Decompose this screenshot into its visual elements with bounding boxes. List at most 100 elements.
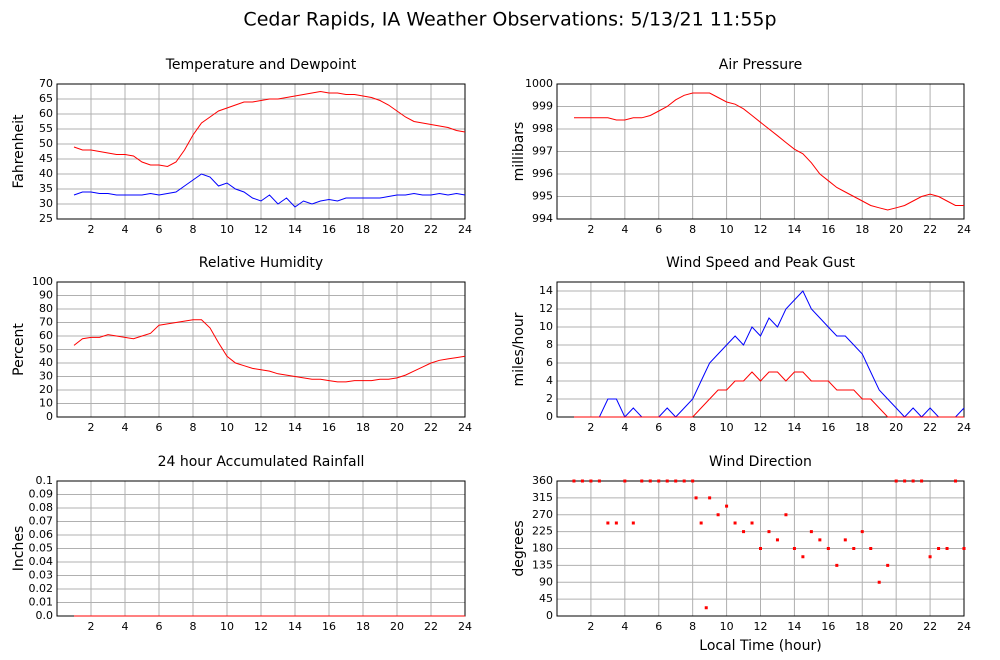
x-tick-label: 16 <box>821 223 835 236</box>
y-tick-label: 70 <box>39 316 53 329</box>
chart-title: Air Pressure <box>719 57 802 73</box>
x-tick-label: 14 <box>288 223 302 236</box>
x-tick-label: 18 <box>356 421 370 434</box>
x-tick-label: 6 <box>156 223 163 236</box>
y-tick-label: 50 <box>39 343 53 356</box>
y-tick-label: 0 <box>546 410 553 423</box>
x-tick-label: 20 <box>889 620 903 633</box>
y-tick-label: 0.01 <box>29 596 54 609</box>
y-tick-label: 0.0 <box>36 609 54 622</box>
y-tick-label: 25 <box>39 212 53 225</box>
data-point <box>725 504 729 508</box>
chart-title: Wind Direction <box>709 454 812 470</box>
x-tick-label: 12 <box>754 421 768 434</box>
data-point <box>640 479 644 483</box>
data-point <box>648 479 652 483</box>
y-tick-label: 30 <box>39 370 53 383</box>
data-line <box>574 371 964 418</box>
data-point <box>801 555 805 559</box>
y-tick-label: 55 <box>39 122 53 135</box>
x-tick-label: 6 <box>655 421 662 434</box>
x-tick-label: 2 <box>587 223 594 236</box>
y-tick-label: 4 <box>546 374 553 387</box>
y-tick-label: 0 <box>46 410 53 423</box>
data-point <box>750 521 754 525</box>
data-point <box>784 513 788 517</box>
x-tick-label: 4 <box>621 620 628 633</box>
x-tick-label: 22 <box>424 620 438 633</box>
y-tick-label: 360 <box>532 474 553 487</box>
x-tick-label: 10 <box>220 620 234 633</box>
data-point <box>835 563 839 567</box>
data-point <box>572 479 576 483</box>
y-tick-label: 995 <box>532 190 553 203</box>
data-point <box>928 555 932 559</box>
x-tick-label: 10 <box>220 223 234 236</box>
y-axis-label: miles/hour <box>511 312 527 386</box>
y-tick-label: 1000 <box>525 77 553 90</box>
data-point <box>945 547 949 550</box>
y-axis-label: Fahrenheit <box>11 114 27 189</box>
data-point <box>920 479 924 483</box>
data-point <box>665 479 669 483</box>
x-tick-label: 10 <box>720 620 734 633</box>
data-point <box>682 479 686 483</box>
data-point <box>911 479 915 483</box>
x-tick-label: 8 <box>190 421 197 434</box>
y-tick-label: 999 <box>532 100 553 113</box>
y-tick-label: 997 <box>532 145 553 158</box>
y-tick-label: 45 <box>39 152 53 165</box>
x-tick-label: 24 <box>957 421 971 434</box>
x-tick-label: 20 <box>390 223 404 236</box>
y-tick-label: 225 <box>532 525 553 538</box>
y-tick-label: 30 <box>39 197 53 210</box>
x-tick-label: 24 <box>458 223 472 236</box>
chart-title: Relative Humidity <box>199 255 323 271</box>
x-tick-label: 20 <box>390 421 404 434</box>
y-tick-label: 45 <box>539 592 553 605</box>
x-tick-label: 2 <box>88 620 95 633</box>
x-tick-label: 2 <box>587 421 594 434</box>
y-tick-label: 65 <box>39 92 53 105</box>
data-line <box>73 90 466 168</box>
y-tick-label: 0.08 <box>29 501 54 514</box>
data-point <box>860 530 864 534</box>
data-point <box>877 580 881 584</box>
data-point <box>704 606 708 610</box>
y-tick-label: 0.04 <box>29 555 54 568</box>
data-point <box>818 538 822 542</box>
x-tick-label: 22 <box>923 421 937 434</box>
data-point <box>826 547 830 550</box>
y-tick-label: 14 <box>539 284 553 297</box>
x-tick-label: 6 <box>655 620 662 633</box>
page-title: Cedar Rapids, IA Weather Observations: 5… <box>243 9 776 31</box>
y-tick-label: 70 <box>39 77 53 90</box>
data-point <box>674 479 678 483</box>
y-axis-label: degrees <box>511 520 527 576</box>
x-tick-label: 12 <box>254 223 268 236</box>
y-tick-label: 0.07 <box>29 515 54 528</box>
y-tick-label: 35 <box>39 182 53 195</box>
x-tick-label: 2 <box>88 223 95 236</box>
x-tick-label: 20 <box>889 223 903 236</box>
y-tick-label: 0.02 <box>29 582 54 595</box>
data-point <box>937 547 941 550</box>
data-point <box>716 513 720 517</box>
data-point <box>767 530 771 534</box>
data-point <box>759 547 762 550</box>
x-tick-label: 8 <box>689 620 696 633</box>
x-tick-label: 8 <box>689 421 696 434</box>
x-tick-label: 4 <box>621 223 628 236</box>
data-point <box>962 547 966 550</box>
x-tick-label: 20 <box>390 620 404 633</box>
data-point <box>792 547 796 550</box>
y-tick-label: 60 <box>39 107 53 120</box>
x-tick-label: 24 <box>458 421 472 434</box>
y-tick-label: 998 <box>532 122 553 135</box>
x-tick-label: 16 <box>322 223 336 236</box>
data-point <box>852 547 856 550</box>
y-tick-label: 60 <box>39 329 53 342</box>
x-tick-label: 14 <box>288 620 302 633</box>
y-tick-label: 0.06 <box>29 528 54 541</box>
data-point <box>809 530 813 534</box>
